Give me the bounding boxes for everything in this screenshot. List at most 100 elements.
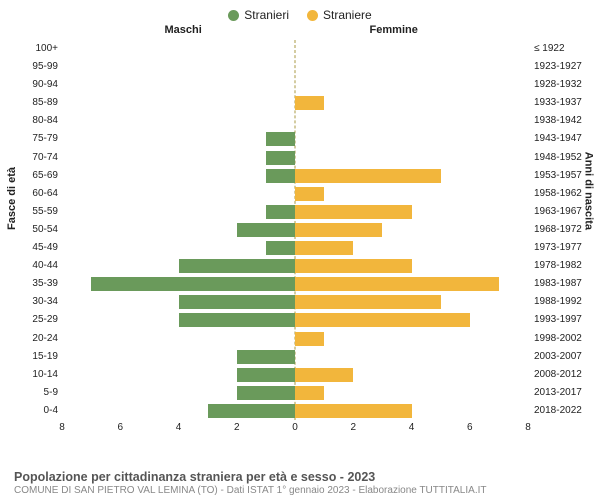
age-label: 75-79 [0,130,58,148]
female-half [295,112,528,130]
male-half [62,112,295,130]
x-tick: 4 [409,422,415,433]
x-tick: 8 [525,422,531,433]
age-label: 25-29 [0,311,58,329]
x-tick: 2 [350,422,356,433]
legend-swatch-female [307,10,318,21]
male-half [62,149,295,167]
age-label: 50-54 [0,221,58,239]
female-half [295,221,528,239]
female-half [295,40,528,58]
age-label: 85-89 [0,94,58,112]
female-half [295,239,528,257]
female-bar [295,187,324,201]
age-label: 80-84 [0,112,58,130]
column-headers: Maschi Femmine [62,24,528,38]
male-half [62,221,295,239]
female-half [295,76,528,94]
pyramid-row [62,384,528,402]
male-half [62,402,295,420]
age-label: 60-64 [0,185,58,203]
female-half [295,348,528,366]
female-bar [295,368,353,382]
female-bar [295,205,412,219]
birth-year-label: 1998-2002 [534,330,600,348]
age-label: 95-99 [0,58,58,76]
pyramid-row [62,311,528,329]
male-bar [237,223,295,237]
legend: Stranieri Straniere [0,0,600,24]
male-bar [237,368,295,382]
female-bar [295,169,441,183]
male-half [62,275,295,293]
age-label: 40-44 [0,257,58,275]
female-bar [295,295,441,309]
birth-year-label: 2003-2007 [534,348,600,366]
male-half [62,330,295,348]
birth-year-label: 1923-1927 [534,58,600,76]
age-label: 45-49 [0,239,58,257]
birth-year-label: 1983-1987 [534,275,600,293]
chart-title: Popolazione per cittadinanza straniera p… [14,470,586,484]
male-half [62,203,295,221]
female-bar [295,386,324,400]
female-bar [295,223,382,237]
legend-swatch-male [228,10,239,21]
pyramid-row [62,94,528,112]
birth-year-label: ≤ 1922 [534,40,600,58]
male-bar [266,205,295,219]
female-bar [295,96,324,110]
female-half [295,167,528,185]
male-half [62,311,295,329]
birth-year-label: 1928-1932 [534,76,600,94]
female-bar [295,404,412,418]
male-bar [179,259,296,273]
male-bar [237,386,295,400]
female-bar [295,332,324,346]
female-half [295,203,528,221]
male-half [62,130,295,148]
age-label: 55-59 [0,203,58,221]
pyramid-row [62,112,528,130]
x-tick: 6 [117,422,123,433]
age-label: 20-24 [0,330,58,348]
y-axis-right-labels: ≤ 19221923-19271928-19321933-19371938-19… [534,40,600,420]
male-bar [179,295,296,309]
pyramid-row [62,257,528,275]
age-label: 90-94 [0,76,58,94]
birth-year-label: 1938-1942 [534,112,600,130]
male-half [62,40,295,58]
pyramid-row [62,185,528,203]
pyramid-row [62,348,528,366]
age-label: 35-39 [0,275,58,293]
legend-label-female: Straniere [323,8,372,22]
birth-year-label: 2008-2012 [534,366,600,384]
male-bar [266,132,295,146]
pyramid-row [62,40,528,58]
male-bar [91,277,295,291]
male-half [62,293,295,311]
col-header-male: Maschi [165,24,202,36]
pyramid-row [62,239,528,257]
pyramid-row [62,149,528,167]
birth-year-label: 1973-1977 [534,239,600,257]
female-half [295,149,528,167]
female-half [295,130,528,148]
pyramid-row [62,221,528,239]
birth-year-label: 1978-1982 [534,257,600,275]
birth-year-label: 1958-1962 [534,185,600,203]
male-bar [266,241,295,255]
pyramid-row [62,58,528,76]
birth-year-label: 1948-1952 [534,149,600,167]
x-tick: 6 [467,422,473,433]
age-label: 0-4 [0,402,58,420]
female-bar [295,259,412,273]
population-pyramid-chart: Stranieri Straniere Fasce di età Anni di… [0,0,600,500]
col-header-female: Femmine [370,24,418,36]
birth-year-label: 1993-1997 [534,311,600,329]
pyramid-row [62,76,528,94]
chart-footer: Popolazione per cittadinanza straniera p… [14,470,586,496]
male-bar [237,350,295,364]
female-bar [295,277,499,291]
male-bar [266,151,295,165]
